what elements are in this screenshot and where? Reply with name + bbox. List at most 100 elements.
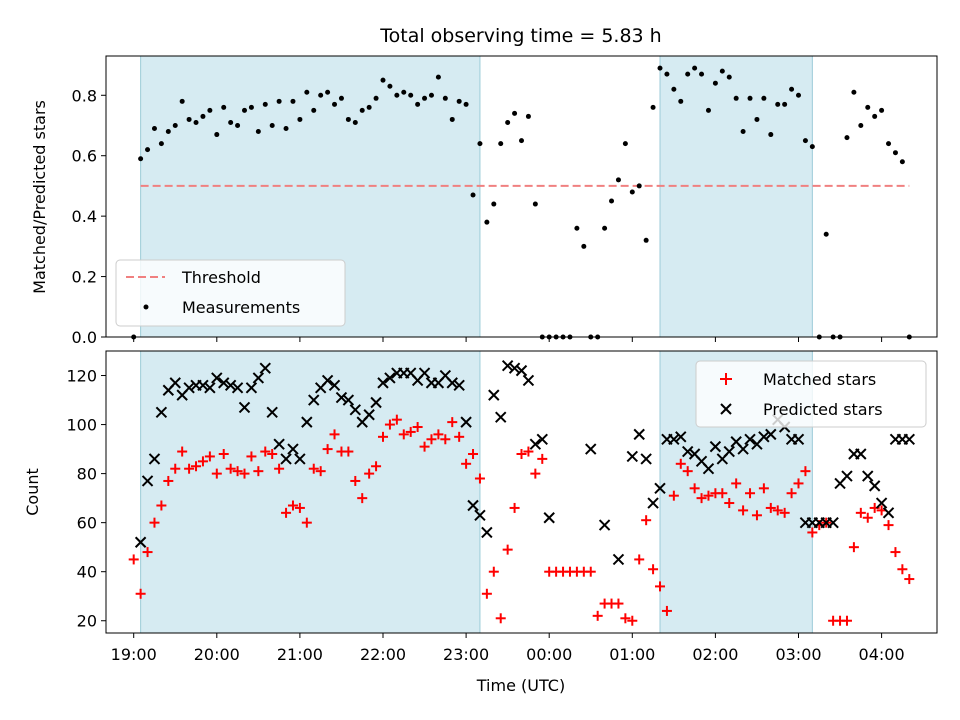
matched-star-point — [738, 505, 749, 516]
predicted-star-point — [681, 445, 694, 458]
measurement-point — [491, 201, 497, 207]
matched-star-point — [883, 520, 894, 531]
legend-threshold-label: Threshold — [181, 268, 261, 287]
measurement-point — [664, 71, 670, 77]
bottom-panel-frame — [105, 350, 938, 634]
matched-star-point — [281, 507, 292, 518]
x-tick-label: 04:00 — [859, 645, 905, 664]
matched-star-point — [731, 478, 742, 489]
matched-star-point — [204, 451, 215, 462]
measurement-point — [865, 104, 871, 110]
predicted-star-point — [654, 482, 666, 495]
measurement-point — [802, 138, 808, 144]
predicted-star-point — [702, 462, 715, 475]
matched-star-point — [509, 502, 520, 513]
matched-star-point — [149, 517, 160, 528]
x-tick-label: 01:00 — [609, 645, 655, 664]
predicted-star-point — [245, 382, 258, 394]
matched-star-point — [329, 429, 340, 440]
measurement-point — [401, 89, 407, 95]
predicted-star-point — [515, 364, 528, 377]
predicted-star-point — [522, 374, 535, 387]
x-tick-label: 22:00 — [360, 645, 406, 664]
matched-star-point — [405, 426, 416, 437]
matched-star-point — [793, 478, 804, 489]
measurement-point — [235, 122, 241, 128]
measurement-point — [359, 107, 365, 113]
legend-measurements-label: Measurements — [182, 298, 300, 317]
legend-measurements-swatch — [143, 304, 149, 310]
measurement-point — [685, 71, 691, 77]
measurement-point — [719, 68, 725, 74]
x-tick-label: 00:00 — [526, 645, 572, 664]
measurement-point — [442, 95, 448, 101]
predicted-star-point — [224, 379, 237, 392]
bottom-panel: 20 40 60 80 100 120 19:00 20:00 21:00 22:00 23:00… — [23, 350, 938, 695]
measurement-point — [318, 92, 324, 98]
predicted-star-point — [495, 411, 507, 423]
measurement-point — [366, 104, 372, 110]
measurement-point — [754, 116, 760, 122]
measurement-point — [892, 150, 898, 156]
predicted-star-point — [418, 367, 431, 379]
measurement-point — [145, 147, 151, 153]
matched-star-point — [488, 566, 499, 577]
predicted-star-point — [301, 416, 313, 428]
measurement-point — [519, 138, 524, 144]
measurement-point — [899, 159, 905, 165]
measurement-point — [422, 95, 428, 101]
matched-star-point — [841, 615, 852, 626]
predicted-star-point — [827, 516, 839, 529]
matched-star-point — [634, 554, 645, 565]
matched-star-point — [315, 466, 326, 477]
predicted-star-point — [211, 372, 223, 384]
matched-star-point — [142, 547, 153, 558]
predicted-star-point — [868, 480, 881, 492]
bottom-y-axis-label: Count — [23, 468, 42, 516]
measurement-point — [858, 122, 864, 128]
measurement-point — [498, 141, 504, 147]
measurement-point — [505, 119, 511, 125]
matched-star-point — [648, 564, 659, 575]
matched-star-point — [267, 448, 278, 459]
measurement-point — [311, 107, 317, 113]
measurement-point — [705, 107, 711, 113]
predicted-star-point — [626, 450, 639, 463]
measurement-point — [435, 74, 441, 80]
predicted-star-point — [218, 377, 230, 389]
predicted-star-point — [370, 396, 382, 409]
matched-star-point — [412, 422, 423, 433]
matched-star-point — [294, 502, 305, 513]
matched-star-point — [502, 544, 513, 555]
x-tick-label: 20:00 — [194, 645, 240, 664]
x-tick-label: 23:00 — [443, 645, 489, 664]
measurement-point — [262, 101, 268, 107]
matched-star-point — [357, 493, 368, 504]
measurement-point — [221, 104, 227, 110]
measurement-point — [345, 116, 351, 122]
measurement-point — [214, 132, 220, 138]
predicted-star-point — [134, 536, 147, 548]
predicted-star-point — [148, 453, 161, 465]
measurement-point — [186, 116, 192, 122]
matched-star-point — [287, 500, 298, 511]
measurement-point — [151, 126, 157, 132]
matched-star-point — [772, 505, 783, 516]
matched-star-point — [197, 456, 208, 467]
measurement-point — [615, 177, 621, 183]
matched-star-point — [191, 461, 202, 472]
predicted-star-point — [488, 389, 500, 401]
predicted-star-point — [723, 445, 735, 458]
top-panel: 0.00.20.40.60.8 Matched/Predicted stars … — [30, 55, 938, 347]
predicted-star-point — [342, 394, 355, 406]
top-legend: Threshold Measurements — [115, 259, 346, 327]
x-tick-label: 02:00 — [692, 645, 738, 664]
bottom-y-tick-label: 60 — [77, 514, 97, 533]
matched-star-point — [225, 463, 236, 474]
matched-star-point — [474, 473, 485, 484]
measurement-point — [844, 135, 850, 141]
measurement-point — [726, 74, 732, 80]
legend-matched-swatch — [720, 373, 732, 385]
predicted-star-point — [363, 409, 375, 421]
matched-star-point — [135, 588, 146, 599]
